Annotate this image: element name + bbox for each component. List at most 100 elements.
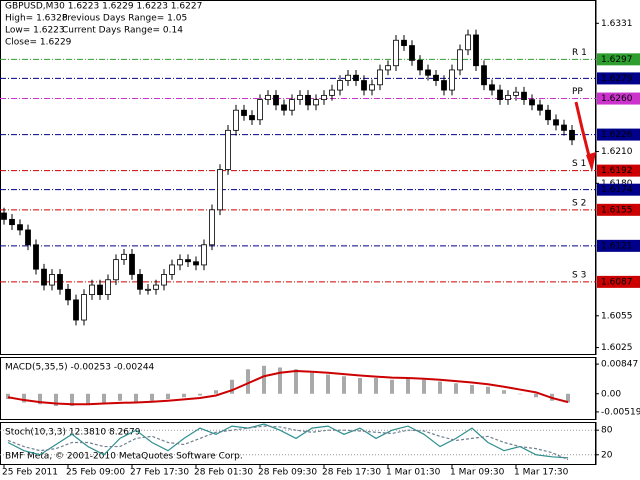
candle-body bbox=[497, 89, 503, 101]
histogram-bar bbox=[486, 386, 490, 394]
level-price-label: 1.6174 bbox=[601, 185, 633, 195]
candle-body bbox=[257, 99, 263, 121]
candle-body bbox=[417, 60, 423, 71]
header-info: Low= 1.6223 bbox=[5, 26, 65, 36]
level-price-box bbox=[597, 128, 640, 141]
header-info: Previous Days Range= 1.05 bbox=[62, 14, 187, 24]
candle-body bbox=[137, 274, 143, 290]
level-price-label: 1.6226 bbox=[601, 130, 633, 140]
candle-body bbox=[73, 299, 79, 321]
histogram-bar bbox=[342, 376, 346, 394]
candle-body bbox=[465, 34, 471, 51]
level-name: S 1 bbox=[572, 159, 586, 169]
histogram-bar bbox=[134, 393, 138, 403]
histogram-bar bbox=[70, 393, 74, 406]
y-tick-label: 0.00 bbox=[601, 389, 621, 399]
histogram-bar bbox=[358, 378, 362, 394]
level-price-label: 1.6121 bbox=[601, 241, 633, 251]
candle-body bbox=[401, 39, 407, 46]
x-tick-label: 1 Mar 17:30 bbox=[514, 468, 569, 478]
candle-body bbox=[337, 80, 343, 91]
histogram-bar bbox=[214, 390, 218, 394]
candle-body bbox=[105, 279, 111, 295]
candle-body bbox=[537, 104, 543, 111]
level-price-label: 1.6087 bbox=[601, 277, 633, 287]
candle-body bbox=[249, 115, 255, 121]
overlay bbox=[574, 101, 596, 172]
y-tick-label: 20 bbox=[601, 450, 613, 460]
candle-body bbox=[217, 169, 223, 211]
pane-title: GBPUSD,M30 1.6223 1.6229 1.6223 1.6227 bbox=[5, 2, 202, 12]
candle-body bbox=[313, 99, 319, 106]
level-name: S 3 bbox=[572, 270, 586, 280]
histogram-bar bbox=[278, 367, 282, 394]
candle-body bbox=[521, 91, 527, 101]
candle-body bbox=[201, 244, 207, 266]
candle-body bbox=[89, 284, 95, 295]
histogram-bar bbox=[310, 372, 314, 394]
x-tick-label: 25 Feb 09:00 bbox=[66, 468, 125, 478]
candle-body bbox=[529, 99, 535, 106]
x-tick-label: 28 Feb 09:30 bbox=[258, 468, 317, 478]
histogram-bar bbox=[230, 379, 234, 394]
histogram-bar bbox=[518, 393, 522, 395]
arrow-line bbox=[574, 101, 592, 161]
histogram-bar bbox=[198, 393, 202, 396]
histogram-bar bbox=[86, 393, 90, 405]
candle-body bbox=[393, 39, 399, 67]
candle-body bbox=[569, 129, 575, 141]
candle-body bbox=[225, 129, 231, 170]
histogram-bar bbox=[454, 383, 458, 394]
histogram-bar bbox=[166, 393, 170, 399]
pane-title: MACD(5,35,5) -0.00253 -0.00244 bbox=[5, 363, 155, 373]
candle-body bbox=[425, 69, 431, 76]
candle-body bbox=[545, 109, 551, 121]
histogram-bar bbox=[262, 365, 266, 394]
candle-body bbox=[1, 212, 7, 220]
histogram-bar bbox=[102, 393, 106, 403]
indicator-line bbox=[7, 369, 569, 406]
candle-body bbox=[353, 74, 359, 81]
candle-body bbox=[473, 34, 479, 67]
header-info: Current Days Range= 0.14 bbox=[62, 26, 183, 36]
histogram-bar bbox=[566, 393, 570, 403]
histogram-bar bbox=[38, 393, 42, 405]
candle-body bbox=[321, 94, 327, 101]
candle-body bbox=[57, 274, 63, 290]
level-price-label: 1.6260 bbox=[601, 94, 633, 104]
x-tick-label: 28 Feb 01:30 bbox=[194, 468, 253, 478]
candle-body bbox=[161, 274, 167, 286]
candle-body bbox=[481, 65, 487, 86]
histogram-bar bbox=[54, 393, 58, 406]
histogram-bar bbox=[326, 374, 330, 394]
histogram-bar bbox=[470, 385, 474, 394]
candle-body bbox=[41, 268, 47, 286]
candle-body bbox=[441, 80, 447, 91]
level-price-label: 1.6279 bbox=[601, 74, 633, 84]
level-price-box bbox=[597, 72, 640, 85]
y-tick-label: 1.6210 bbox=[601, 147, 633, 157]
histogram-bar bbox=[438, 381, 442, 394]
histogram-bar bbox=[374, 378, 378, 394]
y-tick-label: 1.6025 bbox=[601, 343, 633, 353]
histogram-bar bbox=[422, 379, 426, 394]
candle-body bbox=[305, 94, 311, 106]
histogram-bar bbox=[6, 393, 10, 399]
level-name: S 2 bbox=[572, 198, 586, 208]
indicator-line bbox=[7, 425, 569, 461]
y-tick-label: 80 bbox=[601, 426, 613, 436]
header-info: High= 1.6328 bbox=[5, 14, 68, 24]
candle-body bbox=[345, 74, 351, 81]
candle-body bbox=[233, 109, 239, 131]
candle-body bbox=[457, 49, 463, 71]
candle-body bbox=[209, 209, 215, 246]
candle-body bbox=[433, 74, 439, 81]
candle-body bbox=[329, 89, 335, 96]
candle-body bbox=[281, 104, 287, 111]
candle-body bbox=[513, 91, 519, 96]
level-price-box bbox=[597, 239, 640, 252]
level-name: PP bbox=[572, 87, 583, 97]
